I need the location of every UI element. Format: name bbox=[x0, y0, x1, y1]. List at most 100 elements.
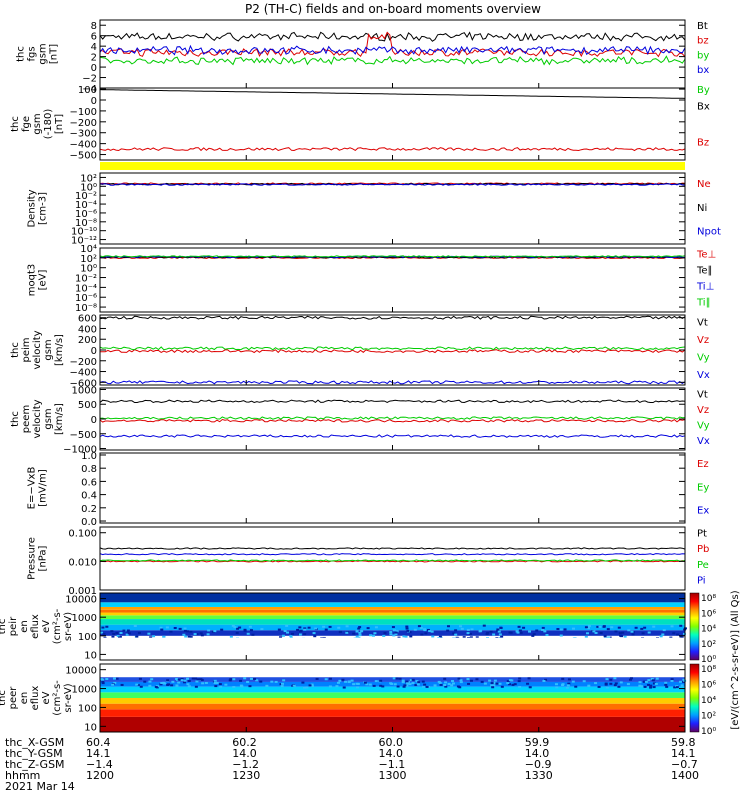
spectrogram-pixel bbox=[383, 632, 387, 635]
colorbar-label: 10⁰ bbox=[701, 727, 716, 737]
spectrogram-pixel bbox=[189, 630, 193, 633]
spectrogram-pixel bbox=[493, 679, 497, 682]
y-tick-label: 10 bbox=[84, 722, 97, 733]
spectrogram-pixel bbox=[604, 682, 608, 685]
spectrogram-band bbox=[100, 593, 685, 603]
spectrogram-pixel bbox=[462, 636, 466, 639]
spectrogram-pixel bbox=[105, 678, 109, 681]
y-axis-label: Density bbox=[27, 189, 38, 227]
spectrogram-pixel bbox=[424, 632, 428, 635]
spectrogram-pixel bbox=[401, 681, 405, 684]
y-tick-label: 10⁻⁶ bbox=[75, 293, 97, 304]
spectrogram-pixel bbox=[173, 626, 177, 629]
series-line-Bx bbox=[99, 89, 686, 99]
y-tick-label: 100 bbox=[78, 632, 97, 643]
spectrogram-pixel bbox=[430, 630, 434, 633]
spectrogram-pixel bbox=[528, 686, 532, 689]
spectrogram-pixel bbox=[405, 625, 409, 628]
spectrogram-pixel bbox=[647, 631, 651, 634]
series-line-Pe bbox=[99, 559, 686, 562]
spectrogram-pixel bbox=[594, 631, 598, 634]
spectrogram-pixel bbox=[135, 683, 139, 686]
y-tick-label: 10⁻⁴ bbox=[75, 200, 97, 211]
spectrogram-pixel bbox=[374, 680, 378, 683]
y-axis-label: velocity bbox=[32, 399, 43, 438]
y-tick-label: −600 bbox=[70, 378, 97, 389]
spectrogram-pixel bbox=[105, 625, 109, 628]
y-tick-label: 1000 bbox=[72, 685, 97, 696]
spectrogram-pixel bbox=[490, 682, 494, 685]
spectrogram-pixel bbox=[159, 683, 163, 686]
spectrogram-pixel bbox=[492, 681, 496, 684]
spectrogram-pixel bbox=[457, 677, 461, 680]
spectrogram-pixel bbox=[350, 679, 354, 682]
y-axis-label: moqt3 bbox=[27, 264, 38, 297]
spectrogram-pixel bbox=[411, 678, 415, 681]
spectrogram-pixel bbox=[609, 682, 613, 685]
spectrogram-pixel bbox=[510, 679, 514, 682]
spectrogram-pixel bbox=[617, 685, 621, 688]
spectrogram-pixel bbox=[456, 685, 460, 688]
spectrogram-pixel bbox=[239, 679, 243, 682]
spectrogram-pixel bbox=[283, 630, 287, 633]
spectrogram-band bbox=[100, 619, 685, 625]
spectrogram-pixel bbox=[187, 685, 191, 688]
spectrogram-pixel bbox=[603, 635, 607, 638]
colorbar-label: 10⁶ bbox=[701, 609, 716, 619]
spectrogram-pixel bbox=[528, 630, 532, 633]
spectrogram-pixel bbox=[307, 626, 311, 629]
spectrogram-pixel bbox=[640, 627, 644, 630]
legend-Ey: Ey bbox=[697, 482, 709, 493]
x-axis-value: 1200 bbox=[86, 769, 114, 782]
legend-Vy: Vy bbox=[697, 353, 710, 364]
spectrogram-pixel bbox=[389, 631, 393, 634]
y-tick-label: 200 bbox=[78, 335, 97, 346]
spectrogram-pixel bbox=[371, 634, 375, 637]
spectrogram-pixel bbox=[679, 635, 683, 638]
spectrogram-pixel bbox=[206, 633, 210, 636]
spectrogram-pixel bbox=[379, 679, 383, 682]
legend-Pb: Pb bbox=[697, 544, 709, 555]
spectrogram-pixel bbox=[286, 631, 290, 634]
spectrogram-pixel bbox=[169, 630, 173, 633]
x-axis-value: 60.2 bbox=[232, 736, 257, 749]
x-axis-value: 14.0 bbox=[378, 747, 404, 760]
spectrogram-pixel bbox=[413, 628, 417, 631]
spectrogram-pixel bbox=[187, 679, 191, 682]
legend-Vz: Vz bbox=[697, 405, 709, 416]
spectrogram-pixel bbox=[602, 625, 606, 628]
spectrogram-pixel bbox=[532, 633, 536, 636]
legend-Ni: Ni bbox=[697, 203, 707, 214]
spectrogram-pixel bbox=[243, 677, 247, 680]
y-tick-label: 10⁻⁶ bbox=[75, 209, 97, 220]
spectrogram-pixel bbox=[182, 633, 186, 636]
spectrogram-pixel bbox=[147, 632, 151, 635]
spectrogram-pixel bbox=[571, 680, 575, 683]
y-tick-label: 10⁻⁴ bbox=[75, 283, 97, 294]
spectrogram-pixel bbox=[150, 678, 154, 681]
panel-fge bbox=[99, 87, 686, 161]
panel-temp bbox=[99, 247, 686, 313]
spectrogram-pixel bbox=[186, 683, 190, 686]
spectrogram-pixel bbox=[249, 629, 253, 632]
spectrogram-pixel bbox=[679, 624, 683, 627]
spectrogram-pixel bbox=[488, 679, 492, 682]
spectrogram-pixel bbox=[607, 636, 611, 639]
spectrogram-band bbox=[100, 709, 685, 717]
spectrogram-pixel bbox=[133, 624, 137, 627]
panel-peim bbox=[99, 314, 686, 386]
spectrogram-pixel bbox=[415, 680, 419, 683]
spectrogram-pixel bbox=[358, 631, 362, 634]
legend-Bz: Bz bbox=[697, 138, 709, 149]
spectrogram-pixel bbox=[342, 686, 346, 689]
spectrogram-pixel bbox=[328, 677, 332, 680]
y-axis-label: thc bbox=[0, 619, 8, 635]
panel-efield bbox=[99, 452, 686, 524]
y-axis-label: gsm bbox=[32, 113, 43, 134]
spectrogram-pixel bbox=[675, 686, 679, 689]
spectrogram-pixel bbox=[171, 680, 175, 683]
spectrogram-pixel bbox=[138, 677, 142, 680]
spectrogram-pixel bbox=[229, 635, 233, 638]
spectrogram-pixel bbox=[597, 685, 601, 688]
spectrogram-band bbox=[100, 677, 685, 682]
